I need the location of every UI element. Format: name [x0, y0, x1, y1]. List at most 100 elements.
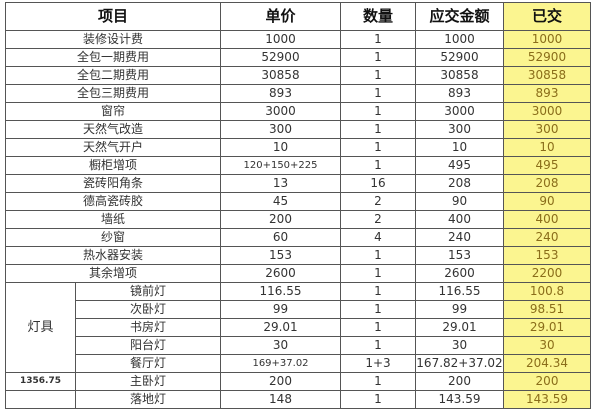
cell-unit-price[interactable]: 169+37.02	[220, 354, 341, 373]
cell-item[interactable]: 全包三期费用	[5, 84, 221, 103]
cell-item[interactable]: 橱柜增项	[5, 156, 221, 175]
cell-item[interactable]: 纱窗	[5, 228, 221, 247]
cell-quantity[interactable]: 1	[340, 102, 416, 121]
cell-quantity[interactable]: 1	[340, 282, 416, 301]
cell-item[interactable]: 全包二期费用	[5, 66, 221, 85]
cell-quantity[interactable]: 1	[340, 30, 416, 49]
cell-amount-due[interactable]: 300	[415, 120, 504, 139]
cell-paid[interactable]: 200	[503, 372, 591, 391]
cell-unit-price[interactable]: 10	[220, 138, 341, 157]
cell-quantity[interactable]: 16	[340, 174, 416, 193]
cell-paid[interactable]: 2200	[503, 264, 591, 283]
cell-item[interactable]: 镜前灯	[75, 282, 221, 301]
cell-item[interactable]: 书房灯	[75, 318, 221, 337]
header-unit-price[interactable]: 单价	[220, 2, 341, 31]
cell-unit-price[interactable]: 99	[220, 300, 341, 319]
cell-item[interactable]: 墙纸	[5, 210, 221, 229]
cell-amount-due[interactable]: 29.01	[415, 318, 504, 337]
cell-unit-price[interactable]: 45	[220, 192, 341, 211]
cell-paid[interactable]: 400	[503, 210, 591, 229]
cell-amount-due[interactable]: 1000	[415, 30, 504, 49]
cell-unit-price[interactable]: 120+150+225	[220, 156, 341, 175]
cell-amount-due[interactable]: 893	[415, 84, 504, 103]
cell-item[interactable]: 瓷砖阳角条	[5, 174, 221, 193]
cell-amount-due[interactable]: 153	[415, 246, 504, 265]
header-amount-due[interactable]: 应交金额	[415, 2, 504, 31]
cell-amount-due[interactable]: 2600	[415, 264, 504, 283]
cell-quantity[interactable]: 1	[340, 120, 416, 139]
cell-paid[interactable]: 3000	[503, 102, 591, 121]
cell-unit-price[interactable]: 893	[220, 84, 341, 103]
header-quantity[interactable]: 数量	[340, 2, 416, 31]
lamp-total-cell[interactable]: 1356.75	[5, 372, 76, 391]
cell-paid[interactable]: 30858	[503, 66, 591, 85]
cell-quantity[interactable]: 1	[340, 264, 416, 283]
cell-paid[interactable]: 1000	[503, 30, 591, 49]
cell-quantity[interactable]: 4	[340, 228, 416, 247]
cell-paid[interactable]: 29.01	[503, 318, 591, 337]
cell-unit-price[interactable]: 153	[220, 246, 341, 265]
cell-unit-price[interactable]: 29.01	[220, 318, 341, 337]
cell-unit-price[interactable]: 30	[220, 336, 341, 355]
cell-quantity[interactable]: 1	[340, 66, 416, 85]
cell-quantity[interactable]: 2	[340, 192, 416, 211]
cell-item[interactable]: 装修设计费	[5, 30, 221, 49]
cell-paid[interactable]: 98.51	[503, 300, 591, 319]
cell-paid[interactable]: 300	[503, 120, 591, 139]
cell-unit-price[interactable]: 200	[220, 372, 341, 391]
cell-item[interactable]: 热水器安装	[5, 246, 221, 265]
lamp-group-label[interactable]: 灯具	[5, 282, 76, 373]
cell-paid[interactable]: 100.8	[503, 282, 591, 301]
cell-amount-due[interactable]: 99	[415, 300, 504, 319]
cell-quantity[interactable]: 1	[340, 336, 416, 355]
cell-paid[interactable]: 52900	[503, 48, 591, 67]
cell-quantity[interactable]: 2	[340, 210, 416, 229]
cell-quantity[interactable]: 1	[340, 246, 416, 265]
cell-quantity[interactable]: 1+3	[340, 354, 416, 373]
cell-amount-due[interactable]: 116.55	[415, 282, 504, 301]
cell-amount-due[interactable]: 30858	[415, 66, 504, 85]
cell-paid[interactable]: 153	[503, 246, 591, 265]
cell-amount-due[interactable]: 495	[415, 156, 504, 175]
cell-item[interactable]: 全包一期费用	[5, 48, 221, 67]
cell-item[interactable]: 主卧灯	[75, 372, 221, 391]
cell-unit-price[interactable]: 3000	[220, 102, 341, 121]
cell-paid[interactable]: 495	[503, 156, 591, 175]
cell-unit-price[interactable]: 13	[220, 174, 341, 193]
cell-amount-due[interactable]: 3000	[415, 102, 504, 121]
cell-amount-due[interactable]: 400	[415, 210, 504, 229]
cell-item[interactable]: 德高瓷砖胶	[5, 192, 221, 211]
cell-paid[interactable]: 10	[503, 138, 591, 157]
cell-quantity[interactable]: 1	[340, 318, 416, 337]
cell-unit-price[interactable]: 300	[220, 120, 341, 139]
cell-amount-due[interactable]: 208	[415, 174, 504, 193]
cell-paid[interactable]: 90	[503, 192, 591, 211]
cell-paid[interactable]: 208	[503, 174, 591, 193]
cell-unit-price[interactable]: 2600	[220, 264, 341, 283]
cell-amount-due[interactable]: 10	[415, 138, 504, 157]
cell-item[interactable]: 天然气改造	[5, 120, 221, 139]
cell-amount-due[interactable]: 30	[415, 336, 504, 355]
cell-item[interactable]: 其余增项	[5, 264, 221, 283]
cell-item[interactable]: 餐厅灯	[75, 354, 221, 373]
cell-paid[interactable]: 30	[503, 336, 591, 355]
cell-paid[interactable]: 204.34	[503, 354, 591, 373]
cell-paid[interactable]: 240	[503, 228, 591, 247]
header-item[interactable]: 项目	[5, 2, 221, 31]
cell-amount-due[interactable]: 52900	[415, 48, 504, 67]
cell-quantity[interactable]: 1	[340, 300, 416, 319]
cell-unit-price[interactable]: 52900	[220, 48, 341, 67]
cell-quantity[interactable]: 1	[340, 138, 416, 157]
cell-quantity[interactable]: 1	[340, 84, 416, 103]
cell-unit-price[interactable]: 1000	[220, 30, 341, 49]
cell-item[interactable]: 阳台灯	[75, 336, 221, 355]
cell-amount-due[interactable]: 167.82+37.02	[415, 354, 504, 373]
cell-item[interactable]: 窗帘	[5, 102, 221, 121]
cell-paid[interactable]: 893	[503, 84, 591, 103]
cell-unit-price[interactable]: 30858	[220, 66, 341, 85]
cell-amount-due[interactable]: 200	[415, 372, 504, 391]
header-paid[interactable]: 已交	[503, 2, 591, 31]
cell-item[interactable]: 次卧灯	[75, 300, 221, 319]
cell-quantity[interactable]: 1	[340, 372, 416, 391]
cell-amount-due[interactable]: 240	[415, 228, 504, 247]
